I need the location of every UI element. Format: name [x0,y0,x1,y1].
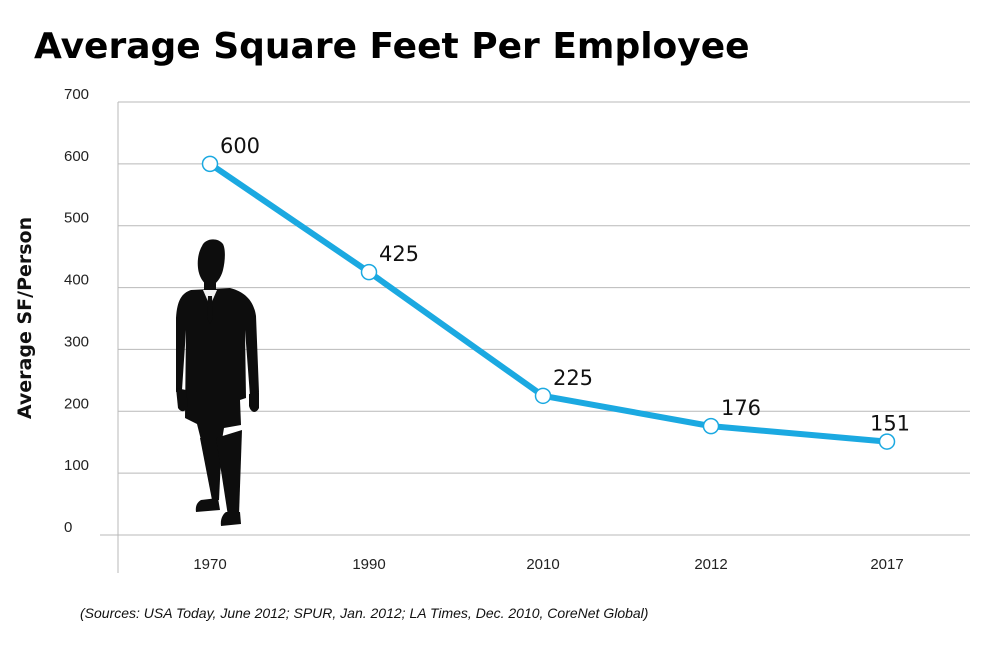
x-tick-2010: 2010 [526,556,559,573]
y-tick-100: 100 [64,457,89,474]
data-labels: 600 425 225 176 151 [220,134,910,436]
businessman-silhouette-icon [176,239,259,526]
y-tick-500: 500 [64,210,89,227]
data-label-2017: 151 [870,412,910,436]
x-tick-1990: 1990 [352,556,385,573]
y-axis-label: Average SF/Person [14,217,36,419]
y-tick-labels: 0 100 200 300 400 500 600 700 [64,86,89,536]
data-point-markers [201,155,896,450]
x-tick-labels: 1970 1990 2010 2012 2017 [193,556,903,573]
y-tick-400: 400 [64,272,89,289]
data-label-1990: 425 [379,242,419,266]
y-tick-700: 700 [64,86,89,103]
data-point-2012 [702,417,720,435]
y-tick-0: 0 [64,519,72,536]
data-point-2017 [878,433,896,450]
chart-title: Average Square Feet Per Employee [34,26,750,67]
gridlines [118,101,970,474]
x-tick-1970: 1970 [193,556,226,573]
data-label-2010: 225 [553,366,593,390]
data-label-2012: 176 [721,396,761,420]
x-tick-2017: 2017 [870,556,903,573]
data-point-1970 [201,155,219,173]
source-note: (Sources: USA Today, June 2012; SPUR, Ja… [80,605,648,621]
y-tick-300: 300 [64,333,89,350]
data-label-1970: 600 [220,134,260,158]
x-tick-2012: 2012 [694,556,727,573]
y-tick-600: 600 [64,148,89,165]
data-point-1990 [360,263,378,281]
y-tick-200: 200 [64,395,89,412]
data-point-2010 [534,387,552,405]
